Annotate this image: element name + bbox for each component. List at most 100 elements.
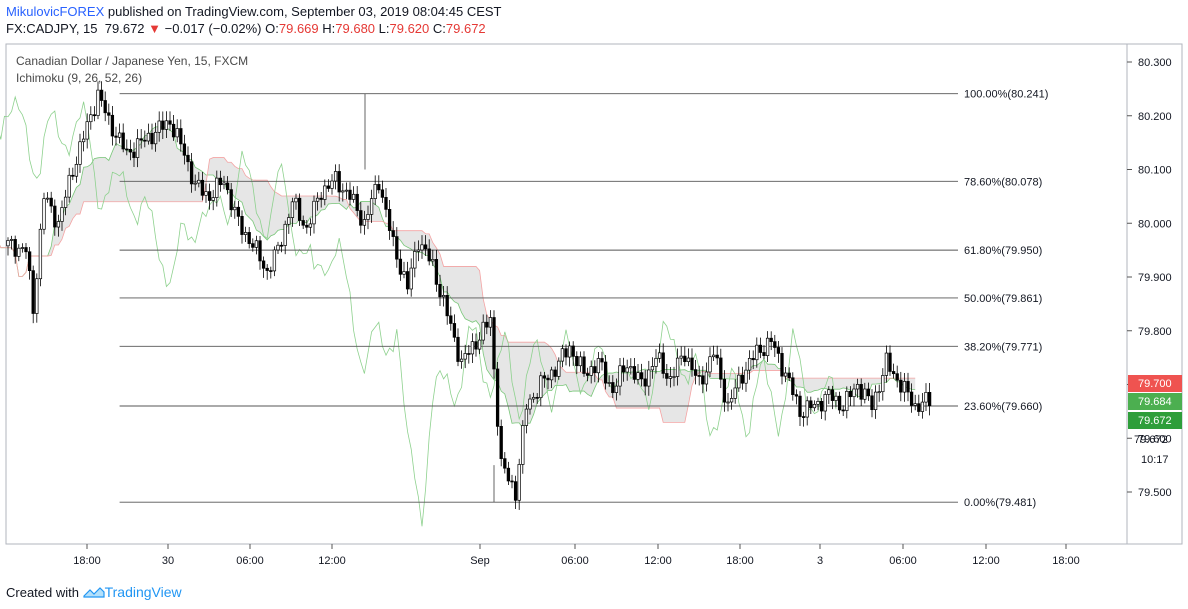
candle-body (362, 219, 367, 226)
candle-body (384, 196, 388, 210)
candle-body (233, 206, 237, 211)
candle (521, 420, 525, 474)
candle (571, 341, 575, 366)
candle (391, 221, 395, 247)
candle-body (726, 401, 730, 404)
candle (261, 256, 266, 278)
candle (506, 461, 511, 485)
candle (747, 350, 752, 380)
candle-body (809, 400, 813, 409)
candle (920, 393, 925, 419)
candle (45, 192, 50, 203)
ohlc-line: FX:CADJPY, 15 79.672 ▼ −0.017 (−0.02%) O… (6, 21, 486, 36)
time-axis[interactable]: 18:00 30 06:00 12:00 Sep 06:00 12:00 18:00 3 06:0… (73, 544, 1080, 567)
candle-body (589, 366, 593, 376)
candle (513, 475, 518, 509)
candle (398, 249, 403, 281)
candle (243, 226, 248, 242)
price-tick-label: 80.200 (1138, 111, 1172, 123)
price-badges: 79.700 79.684 79.672 (1128, 375, 1182, 429)
candle (884, 345, 889, 383)
candle (395, 227, 399, 268)
candle (643, 370, 647, 396)
candle (629, 358, 633, 375)
candle (287, 213, 291, 234)
candle (542, 372, 547, 388)
candle-body (229, 189, 233, 211)
candle (96, 81, 100, 120)
indicator-label[interactable]: Ichimoku (9, 26, 52, 26) (16, 71, 142, 85)
candle-body (812, 403, 817, 409)
candle-body (582, 356, 586, 374)
candle-body (287, 217, 291, 225)
candle-body (927, 392, 932, 407)
candle-body (60, 207, 64, 222)
candle (20, 243, 25, 253)
chart-frame (5, 43, 1183, 545)
candle (693, 359, 698, 385)
fibonacci-retracement[interactable]: 100.00%(80.241) 78.60%(80.078) 61.80%(79.9… (119, 89, 1049, 510)
candle (427, 239, 431, 266)
candle (474, 333, 478, 357)
time-tick-label: 30 (162, 555, 174, 567)
candle (27, 246, 32, 280)
candle (755, 337, 759, 368)
price-tick-label: 79.600 (1138, 433, 1172, 445)
candle-body (114, 135, 118, 138)
candle-body (557, 360, 561, 377)
candle (6, 237, 10, 256)
candle (852, 383, 856, 407)
chikou-span (0, 95, 837, 527)
candle-body (755, 344, 759, 361)
candle (863, 382, 867, 404)
candle-body (866, 388, 871, 397)
candle-body (780, 353, 784, 377)
candle-body (272, 249, 277, 272)
candle (348, 182, 352, 206)
candle (139, 129, 143, 149)
candle-body (683, 355, 687, 362)
candle (362, 210, 367, 235)
candle (531, 392, 536, 403)
candle (733, 379, 737, 404)
candle-body (884, 352, 889, 376)
candle (791, 372, 795, 401)
candle (85, 113, 89, 149)
candle-body (564, 348, 568, 358)
candle (449, 306, 453, 331)
candle (639, 363, 644, 387)
candle-body (492, 317, 496, 370)
candle (431, 249, 435, 266)
price-badge (1128, 375, 1182, 392)
tradingview-brand[interactable]: TradingView (104, 584, 182, 600)
candle-body (837, 395, 842, 411)
price-axis[interactable]: 80.300 80.200 80.100 80.000 79.900 79.800 79.7… (1127, 57, 1172, 499)
candle (614, 378, 619, 401)
candle (805, 396, 809, 426)
candle (567, 341, 572, 367)
candle-body (873, 391, 878, 411)
candle-body (24, 247, 28, 253)
senkou-span-b (0, 157, 916, 423)
candle-body (71, 174, 75, 177)
candle (211, 189, 215, 211)
candle-body (279, 244, 284, 247)
candle-body (686, 357, 691, 362)
candle-body (459, 358, 464, 362)
candle (24, 242, 28, 259)
candle (467, 344, 471, 364)
candle (121, 123, 125, 153)
candle (737, 366, 741, 392)
author-name[interactable]: MikulovicFOREX (6, 4, 105, 19)
candle-body (830, 389, 835, 401)
candle (866, 382, 871, 401)
candle-body (49, 197, 53, 207)
candle-body (297, 197, 302, 221)
candle-body (445, 295, 449, 317)
candle (888, 345, 892, 376)
candle (31, 265, 35, 324)
candle (272, 246, 277, 277)
created-with-text: Created with (6, 585, 79, 600)
candle-body (449, 315, 453, 324)
